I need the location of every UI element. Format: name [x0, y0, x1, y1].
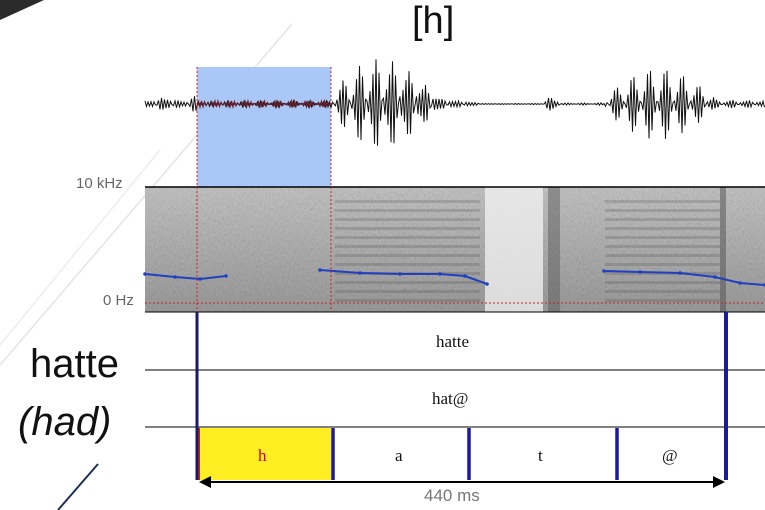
- spectrogram-burst: [548, 187, 560, 312]
- pitch-point: [398, 272, 402, 276]
- segment-schwa: @: [662, 446, 678, 465]
- pitch-point: [143, 272, 147, 276]
- formant-band: [605, 281, 720, 284]
- formant-band: [335, 209, 480, 212]
- waveform-selection-trace: [196, 98, 331, 110]
- pitch-point: [485, 282, 489, 286]
- formant-band: [335, 200, 480, 203]
- formant-band: [605, 200, 720, 203]
- pitch-point: [602, 269, 606, 273]
- pitch-point: [438, 272, 442, 276]
- formant-band: [605, 299, 720, 302]
- pitch-track: [144, 273, 227, 281]
- pitch-point: [738, 281, 742, 285]
- decor-line: [57, 463, 99, 510]
- formant-band: [335, 236, 480, 239]
- formant-band: [605, 218, 720, 221]
- pitch-track: [603, 270, 765, 286]
- duration-arrowhead-left: [199, 476, 211, 488]
- formant-band: [605, 236, 720, 239]
- corner-triangle: [0, 0, 44, 20]
- pitch-point: [318, 268, 322, 272]
- duration-label: 440 ms: [424, 486, 480, 505]
- pitch-point: [173, 275, 177, 279]
- selection-highlight: [197, 67, 331, 187]
- formant-band: [335, 254, 480, 257]
- formant-band: [605, 245, 720, 248]
- pitch-point: [198, 277, 202, 281]
- decor-line: [0, 149, 161, 346]
- spectrogram-shade: [145, 187, 765, 312]
- formant-band: [335, 263, 480, 266]
- duration-arrowhead-right: [713, 476, 725, 488]
- segment-h-highlight: [199, 428, 331, 480]
- freq-label-top: 10 kHz: [76, 175, 123, 192]
- pitch-point: [358, 271, 362, 275]
- pitch-point: [713, 275, 717, 279]
- pitch-point: [678, 271, 682, 275]
- formant-band: [335, 218, 480, 221]
- segment-h: h: [258, 446, 267, 465]
- freq-label-bottom: 0 Hz: [103, 292, 134, 309]
- formant-band: [335, 281, 480, 284]
- formant-band: [335, 290, 480, 293]
- phonemic-tier-text: hat@: [432, 389, 469, 408]
- pitch-point: [224, 274, 228, 278]
- spectrogram-closure: [485, 187, 543, 312]
- formant-band: [335, 299, 480, 302]
- formant-band: [605, 254, 720, 257]
- formant-band: [605, 227, 720, 230]
- spectrogram-striation: [720, 187, 726, 312]
- word-tier-text: hatte: [436, 332, 470, 351]
- segment-t: t: [538, 446, 543, 465]
- word-label: hatte: [30, 342, 119, 386]
- pitch-track: [319, 269, 488, 285]
- pitch-point: [463, 274, 467, 278]
- formant-band: [605, 209, 720, 212]
- formant-band: [605, 290, 720, 293]
- formant-band: [335, 245, 480, 248]
- formant-band: [605, 263, 720, 266]
- formant-band: [335, 227, 480, 230]
- waveform-trace: [144, 59, 765, 146]
- pitch-point: [638, 270, 642, 274]
- gloss-label: (had): [18, 400, 112, 444]
- figure-title: [h]: [412, 0, 455, 42]
- segment-a: a: [395, 446, 403, 465]
